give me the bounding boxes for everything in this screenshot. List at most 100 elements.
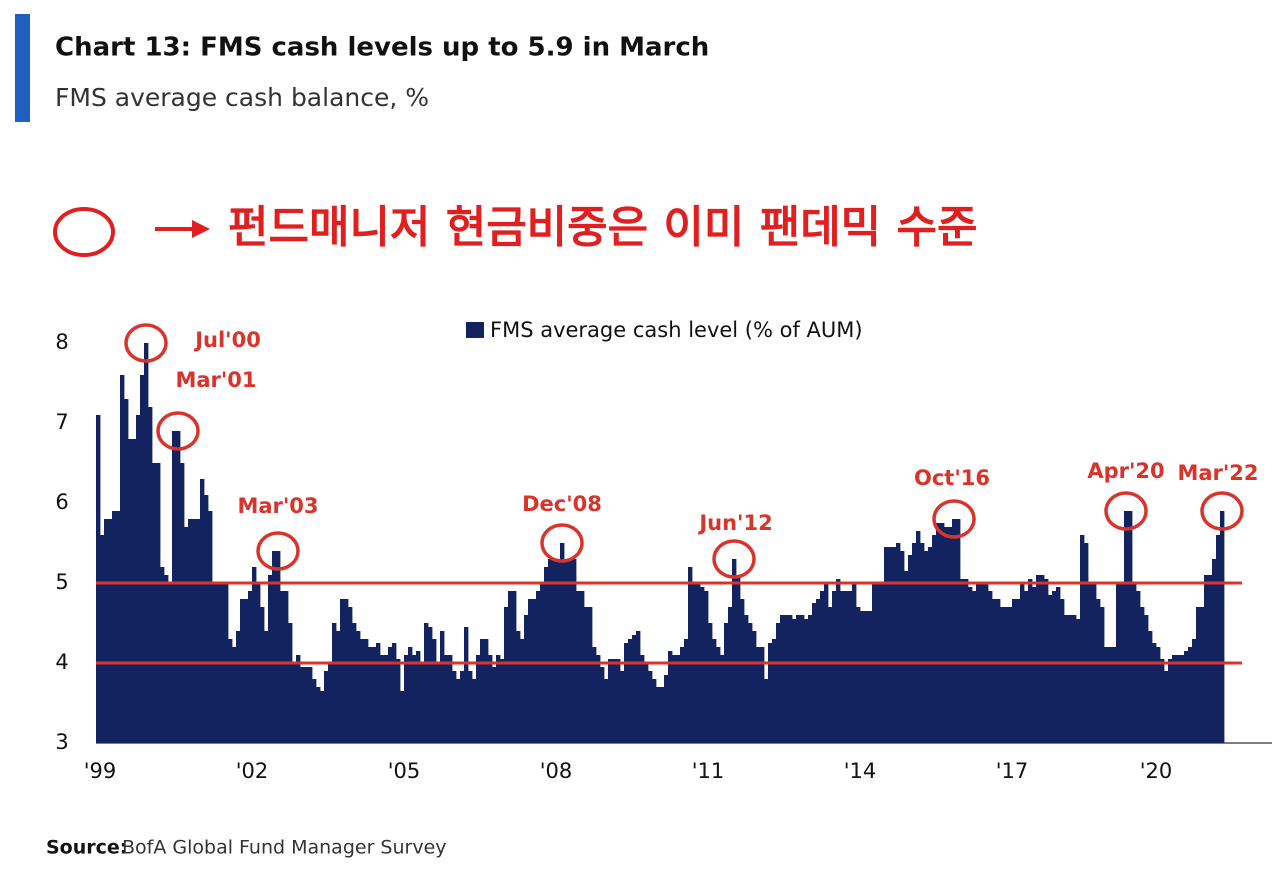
bar xyxy=(668,651,673,743)
bar xyxy=(156,463,161,743)
bar xyxy=(928,547,933,743)
bar xyxy=(992,599,997,743)
bar xyxy=(104,519,109,743)
bar xyxy=(1188,647,1193,743)
bar xyxy=(356,631,361,743)
bar xyxy=(740,599,745,743)
x-tick-label: '11 xyxy=(692,759,725,783)
bar xyxy=(344,599,349,743)
bar xyxy=(792,619,797,743)
bar xyxy=(1164,671,1169,743)
bar xyxy=(136,415,141,743)
bar xyxy=(1016,599,1021,743)
bar xyxy=(552,559,557,743)
bar xyxy=(1124,511,1129,743)
annotation-circle xyxy=(1104,491,1148,531)
annotation-label: Mar'03 xyxy=(237,494,318,518)
bar xyxy=(844,591,849,743)
bar xyxy=(556,559,561,743)
bar xyxy=(604,679,609,743)
bar xyxy=(108,519,113,743)
bar xyxy=(196,519,201,743)
bar xyxy=(432,639,437,743)
bar xyxy=(120,375,125,743)
bar xyxy=(1048,595,1053,743)
bar xyxy=(200,479,205,743)
x-tick-label: '17 xyxy=(996,759,1029,783)
bar xyxy=(208,511,213,743)
bar xyxy=(1204,575,1209,743)
bar xyxy=(1140,607,1145,743)
bar xyxy=(288,623,293,743)
source-label: Source: xyxy=(46,837,127,859)
annotation-circle xyxy=(932,499,976,539)
bar xyxy=(100,535,105,743)
annotation-circle xyxy=(540,523,584,563)
bar xyxy=(272,551,277,743)
bar xyxy=(672,655,677,743)
bar xyxy=(1064,615,1069,743)
bar xyxy=(244,599,249,743)
source-text: BofA Global Fund Manager Survey xyxy=(122,837,447,859)
bar xyxy=(296,655,301,743)
bar xyxy=(96,415,101,743)
bar xyxy=(616,659,621,743)
bar xyxy=(132,439,137,743)
bar xyxy=(660,687,665,743)
bar xyxy=(476,655,481,743)
bar xyxy=(776,623,781,743)
bar xyxy=(520,639,525,743)
bar xyxy=(468,671,473,743)
annotation-label: Mar'22 xyxy=(1177,461,1258,485)
bar xyxy=(460,671,465,743)
bar xyxy=(736,575,741,743)
bar xyxy=(416,651,421,743)
bar xyxy=(1032,587,1037,743)
annotation-label: Jun'12 xyxy=(697,511,772,535)
bar xyxy=(424,623,429,743)
bar xyxy=(352,623,357,743)
bar xyxy=(140,375,145,743)
bar xyxy=(1068,615,1073,743)
bar xyxy=(116,511,121,743)
bar xyxy=(944,527,949,743)
chart-title: Chart 13: FMS cash levels up to 5.9 in M… xyxy=(55,33,709,63)
bar xyxy=(808,615,813,743)
bar xyxy=(536,591,541,743)
bar xyxy=(684,639,689,743)
bar xyxy=(600,667,605,743)
bar xyxy=(704,591,709,743)
bar xyxy=(828,607,833,743)
bar xyxy=(904,571,909,743)
bar xyxy=(1200,607,1205,743)
bar xyxy=(444,655,449,743)
bar xyxy=(152,463,157,743)
bar xyxy=(232,647,237,743)
bar xyxy=(1100,607,1105,743)
bar xyxy=(580,591,585,743)
bar xyxy=(456,679,461,743)
bar xyxy=(972,591,977,743)
bar xyxy=(380,655,385,743)
bar xyxy=(508,591,513,743)
bar xyxy=(788,615,793,743)
bar xyxy=(748,623,753,743)
y-tick-label: 4 xyxy=(55,650,68,674)
bar xyxy=(328,663,333,743)
bar xyxy=(908,555,913,743)
bar xyxy=(1000,607,1005,743)
bar xyxy=(560,543,565,743)
bar xyxy=(1004,607,1009,743)
bar xyxy=(524,615,529,743)
bar xyxy=(464,627,469,743)
bar xyxy=(896,543,901,743)
x-tick-label: '02 xyxy=(236,759,269,783)
bar xyxy=(240,599,245,743)
y-tick-label: 7 xyxy=(55,410,68,434)
annotation-label: Mar'01 xyxy=(175,368,256,392)
annotation-label: Jul'00 xyxy=(193,328,261,352)
bar xyxy=(716,647,721,743)
bar xyxy=(320,691,325,743)
bar xyxy=(612,659,617,743)
bar xyxy=(608,659,613,743)
